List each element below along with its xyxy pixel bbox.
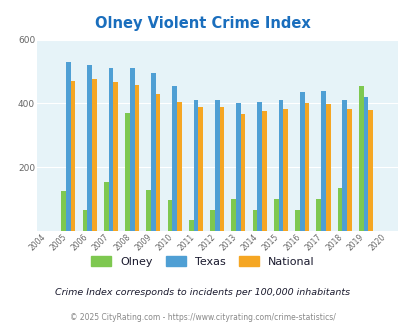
Bar [346,109,351,231]
Bar [261,112,266,231]
Bar [252,210,257,231]
Bar [325,104,330,231]
Bar [367,111,372,231]
Bar [341,100,346,231]
Bar [198,107,202,231]
Bar [273,199,278,231]
Bar [61,191,66,231]
Bar [108,68,113,231]
Bar [188,220,193,231]
Bar [337,188,341,231]
Text: © 2025 CityRating.com - https://www.cityrating.com/crime-statistics/: © 2025 CityRating.com - https://www.city… [70,313,335,322]
Bar [214,100,219,231]
Bar [125,113,130,231]
Bar [304,103,309,231]
Bar [172,86,177,231]
Bar [146,190,151,231]
Bar [70,81,75,231]
Bar [231,199,236,231]
Legend: Olney, Texas, National: Olney, Texas, National [87,251,318,271]
Bar [278,100,283,231]
Bar [156,94,160,231]
Bar [363,97,367,231]
Bar [92,80,96,231]
Bar [358,86,363,231]
Bar [66,62,70,231]
Bar [177,102,181,231]
Bar [130,68,134,231]
Bar [240,114,245,231]
Bar [299,92,304,231]
Bar [257,102,261,231]
Bar [294,210,299,231]
Bar [104,182,108,231]
Text: Crime Index corresponds to incidents per 100,000 inhabitants: Crime Index corresponds to incidents per… [55,287,350,297]
Bar [87,65,92,231]
Bar [210,210,214,231]
Bar [315,199,320,231]
Bar [320,91,325,231]
Bar [167,200,172,231]
Bar [151,73,156,231]
Bar [283,109,287,231]
Bar [134,85,139,231]
Bar [83,210,87,231]
Bar [113,82,118,231]
Bar [193,100,198,231]
Text: Olney Violent Crime Index: Olney Violent Crime Index [95,16,310,31]
Bar [219,107,224,231]
Bar [236,103,240,231]
